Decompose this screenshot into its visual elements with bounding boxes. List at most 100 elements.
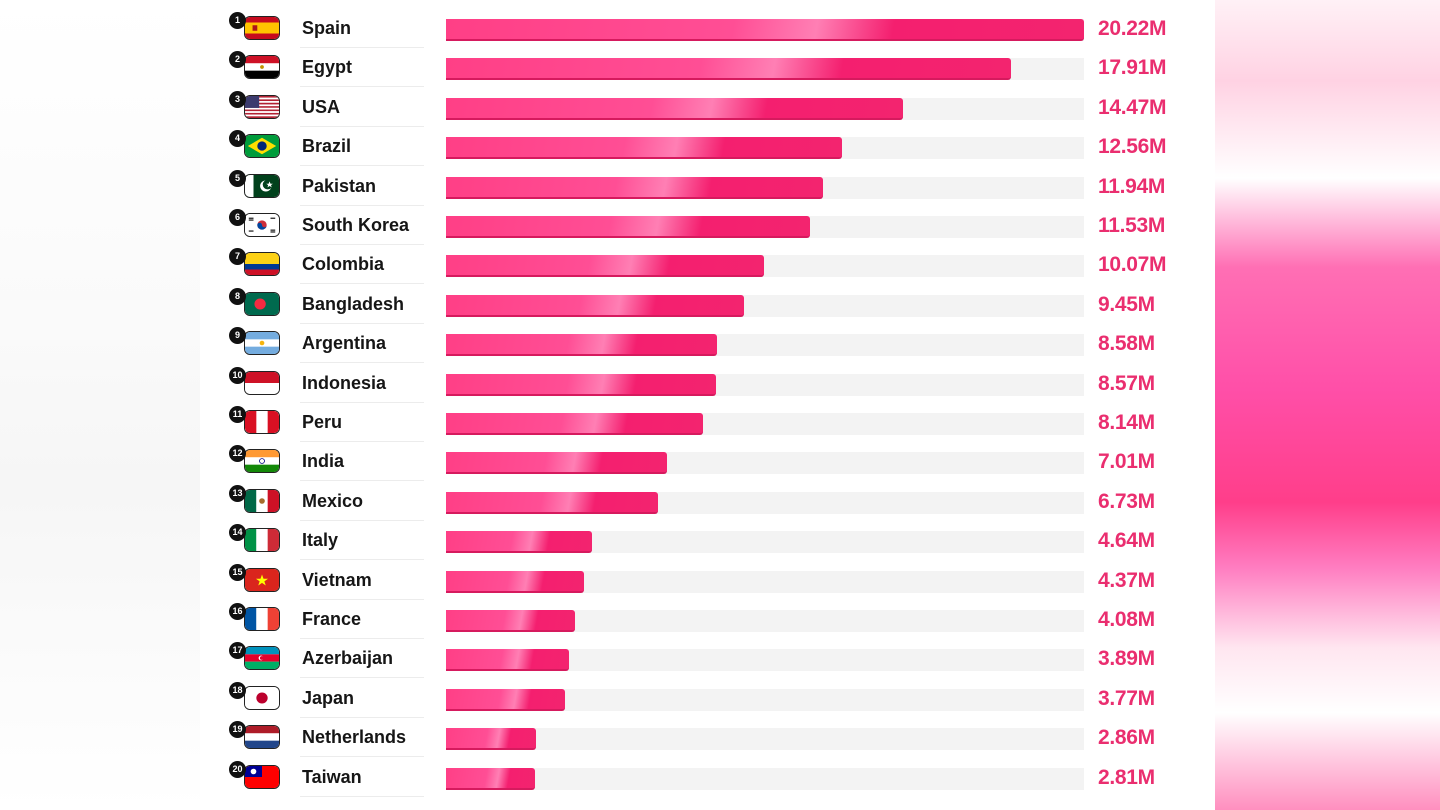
bar (446, 373, 717, 396)
category-label: India (302, 451, 345, 472)
category-label: Azerbaijan (302, 648, 394, 669)
category-label: South Korea (302, 215, 410, 235)
bar (446, 570, 584, 593)
bar-track (446, 216, 1084, 238)
category-label: Argentina (302, 333, 387, 354)
row-divider (300, 86, 424, 88)
bar (446, 58, 1012, 81)
row-divider (300, 283, 424, 285)
flag-italy-icon (244, 528, 280, 553)
left-background (0, 0, 200, 810)
flag-spain-icon (244, 16, 280, 40)
rank-badge: 8 (229, 287, 246, 305)
chart-row: 1 Spain 20.22M (200, 11, 1215, 50)
category-label: USA (302, 96, 341, 117)
bar (446, 491, 659, 514)
category-label: Netherlands (302, 727, 407, 748)
bar-track (446, 570, 1084, 593)
bar (446, 216, 810, 238)
row-divider (300, 559, 424, 561)
value-label: 2.81M (1098, 765, 1155, 789)
value-label: 12.56M (1098, 135, 1167, 159)
chart-row: 16 France 4.08M (200, 602, 1215, 641)
bar (446, 255, 764, 278)
rank-badge: 18 (229, 681, 246, 699)
chart-row: 5 Pakistan 11.94M (200, 169, 1215, 208)
rank-badge: 5 (229, 169, 246, 187)
flag-azerbaijan-icon (244, 646, 280, 671)
flag-indonesia-icon (244, 370, 280, 395)
bar (446, 176, 823, 199)
bar (446, 334, 717, 357)
bar-track (446, 373, 1084, 396)
rank-badge: 12 (229, 445, 246, 463)
row-divider (300, 480, 424, 482)
bar-track (446, 767, 1084, 790)
bar (446, 413, 703, 435)
rank-badge: 7 (229, 248, 246, 266)
bar-track (446, 728, 1084, 751)
category-label: Peru (302, 412, 343, 432)
flag-south-korea-icon (244, 213, 280, 237)
rank-badge: 20 (229, 760, 246, 778)
category-label: Brazil (302, 136, 352, 157)
chart-row: 20 Taiwan 2.81M (200, 760, 1215, 799)
value-label: 8.57M (1098, 371, 1155, 395)
chart-row: 4 Brazil 12.56M (200, 129, 1215, 168)
row-divider (300, 795, 424, 797)
row-divider (300, 401, 424, 403)
bar-chart: 1 Spain 20.22M 2 Egypt 17.91M 3 USA 14.47M 4 Brazi… (200, 0, 1215, 810)
rank-badge: 10 (229, 366, 246, 384)
rank-badge: 17 (229, 642, 246, 660)
chart-row: 11 Peru 8.14M (200, 405, 1215, 444)
chart-row: 17 Azerbaijan 3.89M (200, 641, 1215, 680)
value-label: 3.89M (1098, 647, 1155, 671)
category-label: Spain (302, 18, 352, 38)
bar-track (446, 58, 1084, 81)
rank-badge: 16 (229, 603, 246, 620)
rank-badge: 2 (229, 51, 246, 69)
rank-badge: 19 (229, 721, 246, 739)
bar-track (446, 176, 1084, 199)
rank-badge: 13 (229, 484, 246, 502)
row-divider (300, 125, 424, 127)
bar-track (446, 255, 1084, 278)
chart-row: 8 Bangladesh 9.45M (200, 287, 1215, 326)
flag-pakistan-icon (244, 173, 280, 198)
value-label: 4.37M (1098, 568, 1155, 592)
row-divider (300, 441, 424, 442)
chart-row: 2 Egypt 17.91M (200, 50, 1215, 89)
flag-vietnam-icon (244, 567, 280, 592)
rank-badge: 11 (229, 406, 246, 423)
bar (446, 531, 593, 554)
value-label: 20.22M (1098, 17, 1167, 40)
flag-egypt-icon (244, 55, 280, 80)
chart-row: 13 Mexico 6.73M (200, 484, 1215, 523)
flag-mexico-icon (244, 488, 280, 513)
flag-japan-icon (244, 685, 280, 710)
flag-india-icon (244, 449, 280, 474)
flag-usa-icon (244, 94, 280, 119)
chart-row: 15 Vietnam 4.37M (200, 563, 1215, 602)
bar-track (446, 452, 1084, 475)
chart-row: 6 South Korea 11.53M (200, 208, 1215, 247)
chart-row: 7 Colombia 10.07M (200, 247, 1215, 286)
flag-bangladesh-icon (244, 291, 280, 316)
category-label: Taiwan (302, 766, 362, 787)
row-divider (300, 519, 424, 521)
chart-row: 12 India 7.01M (200, 444, 1215, 483)
flag-france-icon (244, 607, 280, 631)
flag-argentina-icon (244, 331, 280, 356)
row-divider (300, 322, 424, 324)
bar (446, 649, 569, 672)
bar-track (446, 97, 1084, 120)
bar (446, 452, 668, 475)
category-label: France (302, 609, 362, 629)
row-divider (300, 244, 424, 245)
chart-row: 3 USA 14.47M (200, 90, 1215, 129)
value-label: 17.91M (1098, 56, 1167, 80)
category-label: Pakistan (302, 175, 377, 196)
bar-track (446, 491, 1084, 514)
rank-badge: 14 (229, 524, 246, 542)
value-label: 11.94M (1098, 174, 1166, 198)
